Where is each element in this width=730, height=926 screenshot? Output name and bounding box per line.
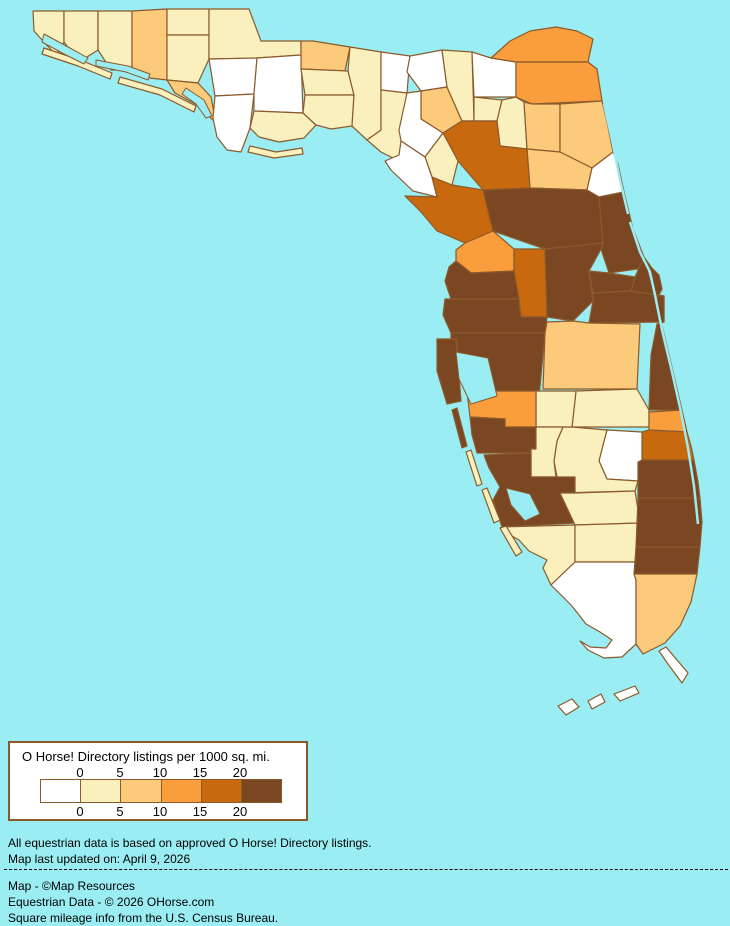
legend-box: O Horse! Directory listings per 1000 sq.… bbox=[8, 741, 308, 821]
legend-tick: 0 bbox=[76, 765, 84, 780]
region-key-islamorada bbox=[613, 685, 640, 702]
water-choctawhatchee-bay bbox=[95, 59, 151, 81]
region-jackson bbox=[208, 8, 302, 60]
legend-tick: 5 bbox=[116, 765, 124, 780]
legend-color-bar bbox=[40, 779, 282, 803]
region-osceola bbox=[571, 388, 650, 428]
region-key-largo bbox=[658, 646, 689, 684]
region-gulf bbox=[212, 93, 255, 153]
region-dixie bbox=[384, 140, 438, 198]
region-lake bbox=[544, 242, 604, 322]
legend-ticks-top: 0 5 10 15 20 bbox=[40, 765, 282, 780]
footer-credits: Map - ©Map Resources Equestrian Data - ©… bbox=[8, 878, 278, 926]
region-glades bbox=[559, 490, 641, 526]
region-hendry bbox=[574, 522, 641, 563]
water-pensacola-bay bbox=[41, 33, 89, 65]
legend-swatch-5 bbox=[241, 780, 282, 802]
legend-bar: 0 5 10 15 20 0 5 10 15 20 bbox=[40, 765, 282, 819]
region-duval bbox=[515, 61, 603, 105]
water-tampa-bay bbox=[455, 351, 498, 405]
region-barrier-panhandle-east bbox=[117, 76, 197, 113]
legend-tick: 15 bbox=[192, 765, 208, 780]
water-charlotte-harbor bbox=[505, 487, 541, 522]
legend-swatch-3 bbox=[161, 780, 202, 802]
legend-swatch-2 bbox=[121, 780, 162, 802]
footer-note-updated: Map last updated on: April 9, 2026 bbox=[8, 852, 191, 866]
region-clay bbox=[523, 101, 561, 153]
legend-tick: 20 bbox=[232, 804, 248, 819]
legend-tick: 5 bbox=[116, 804, 124, 819]
water-banana-river-lagoon bbox=[647, 267, 667, 346]
region-bradford bbox=[496, 96, 528, 150]
region-washington bbox=[166, 34, 210, 84]
legend-tick: 0 bbox=[76, 804, 84, 819]
region-barrier-sanibel bbox=[499, 525, 523, 557]
credit-square-mileage: Square mileage info from the U.S. Census… bbox=[8, 911, 279, 925]
region-barrier-longboat bbox=[451, 407, 468, 449]
region-hamilton bbox=[406, 49, 448, 92]
region-polk bbox=[542, 320, 641, 390]
water-matanzas-lagoon bbox=[602, 103, 630, 215]
legend-tick: 10 bbox=[152, 765, 168, 780]
region-charlotte bbox=[483, 452, 576, 528]
credit-equestrian-data: Equestrian Data - © 2026 OHorse.com bbox=[8, 895, 215, 909]
region-miami-dade bbox=[633, 573, 698, 655]
region-liberty bbox=[253, 54, 304, 114]
region-leon bbox=[300, 68, 355, 96]
region-seminole bbox=[588, 270, 636, 294]
legend-tick: 15 bbox=[192, 804, 208, 819]
legend-swatch-0 bbox=[41, 780, 82, 802]
dashed-divider bbox=[4, 869, 728, 870]
region-nassau bbox=[490, 26, 594, 63]
legend-tick: 20 bbox=[232, 765, 248, 780]
region-gadsden bbox=[300, 40, 351, 72]
region-barrier-gasparilla bbox=[481, 487, 501, 524]
water-indian-river-lagoon bbox=[628, 221, 700, 525]
region-madison bbox=[380, 51, 411, 94]
region-levy bbox=[404, 176, 494, 244]
region-collier-monroe bbox=[550, 561, 641, 659]
legend-title: O Horse! Directory listings per 1000 sq.… bbox=[22, 749, 270, 764]
region-calhoun bbox=[208, 57, 258, 97]
footer-notes: All equestrian data is based on approved… bbox=[8, 835, 372, 867]
region-orange bbox=[588, 290, 665, 324]
region-key-west-group bbox=[557, 698, 580, 716]
region-holmes bbox=[166, 8, 210, 36]
legend-swatch-4 bbox=[201, 780, 242, 802]
region-barrier-venice bbox=[465, 449, 483, 487]
legend-tick: 10 bbox=[152, 804, 168, 819]
legend-ticks-bottom: 0 5 10 15 20 bbox=[40, 804, 282, 819]
region-barrier-franklin bbox=[247, 145, 304, 159]
legend-swatch-1 bbox=[81, 780, 122, 802]
region-broward bbox=[633, 546, 701, 575]
water-st-andrew-bay bbox=[181, 87, 213, 119]
region-palm-beach bbox=[635, 497, 703, 548]
region-key-marathon bbox=[587, 693, 606, 710]
region-hardee bbox=[535, 390, 577, 428]
credit-map: Map - ©Map Resources bbox=[8, 879, 135, 893]
footer-note-data-source: All equestrian data is based on approved… bbox=[8, 836, 372, 850]
